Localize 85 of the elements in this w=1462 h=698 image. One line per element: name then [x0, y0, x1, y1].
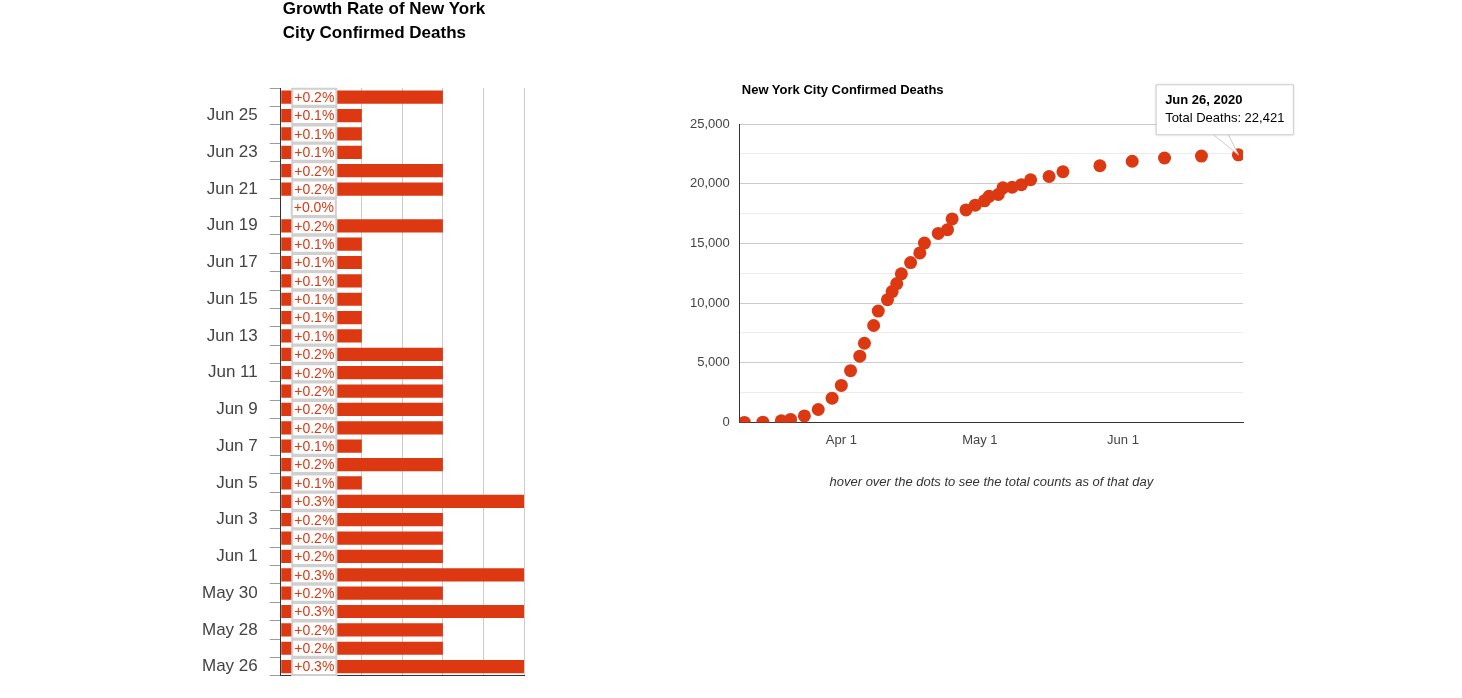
data-label: +0.2% — [294, 456, 335, 473]
data-label: +0.2% — [294, 419, 335, 436]
data-label: +0.2% — [294, 621, 335, 638]
point — [894, 267, 908, 281]
point — [871, 304, 885, 318]
point — [1056, 165, 1070, 179]
y-tick-label: Jun 5 — [216, 472, 258, 492]
y-tick-label: Jun 11 — [207, 362, 258, 382]
x-tick-label: Apr 1 — [825, 431, 857, 447]
y-tick-label: 0 — [722, 413, 730, 429]
text: hover over the dots to see the total counts as of that day — [829, 474, 1155, 490]
y-tick-label: Jun 15 — [206, 288, 258, 308]
point — [1093, 159, 1107, 173]
y-tick-label: 15,000 — [690, 234, 730, 250]
data-label: +0.2% — [294, 511, 335, 528]
y-tick-label: 20,000 — [690, 175, 730, 191]
data-label: +0.2% — [294, 346, 335, 363]
point — [797, 409, 811, 423]
data-label: +0.0% — [293, 199, 334, 216]
y-tick-label: 5,000 — [697, 354, 730, 370]
point — [844, 364, 858, 378]
data-label: +0.1% — [294, 107, 335, 124]
y-tick-label: Jun 7 — [216, 435, 258, 455]
data-label: +0.2% — [294, 585, 335, 601]
chart-title: Growth Rate of New York City Confirmed Deaths — [282, 0, 486, 42]
point — [917, 236, 931, 250]
y-tick-label: 10,000 — [690, 294, 730, 310]
data-label: +0.2% — [294, 217, 335, 234]
point — [913, 246, 927, 260]
data-label: +0.1% — [294, 235, 335, 252]
point — [867, 318, 881, 332]
x-tick-label: May 1 — [962, 431, 998, 447]
y-tick-label: May 28 — [202, 619, 258, 639]
data-label: +0.2% — [294, 548, 335, 565]
data-label: +0.3% — [294, 603, 335, 620]
data-label: +0.1% — [294, 327, 335, 344]
data-label: +0.2% — [294, 364, 335, 381]
point — [1042, 170, 1056, 184]
y-tick-label: Jun 13 — [206, 325, 258, 345]
data-label: +0.2% — [294, 401, 335, 418]
data-label: +0.2% — [294, 180, 335, 197]
y-tick-label: Jun 9 — [216, 399, 258, 419]
chart-title: New York City Confirmed Deaths — [741, 82, 944, 97]
y-tick-label: Jun 1 — [216, 546, 258, 566]
y-tick-label: Jun 21 — [206, 178, 258, 198]
point — [1125, 154, 1139, 168]
y-tick-label: May 30 — [202, 582, 258, 602]
y-tick-label: May 26 — [202, 656, 258, 676]
point — [1194, 149, 1208, 163]
point — [1158, 151, 1172, 165]
data-label: +0.2% — [294, 89, 335, 106]
y-tick-label: Jun 19 — [206, 215, 258, 235]
point — [945, 212, 959, 226]
annotation: Jun 26, 2020 Total Deaths: 22,421 — [1165, 91, 1285, 125]
y-tick-label: Jun 17 — [206, 252, 258, 272]
point — [857, 336, 871, 350]
data-label: +0.1% — [294, 291, 335, 308]
data-label: +0.2% — [294, 382, 335, 399]
data-label: +0.2% — [294, 162, 335, 179]
data-label: +0.3% — [294, 566, 335, 583]
data-label: +0.1% — [294, 254, 335, 271]
y-tick-label: Jun 3 — [216, 509, 258, 529]
point — [941, 223, 955, 237]
point — [811, 403, 825, 417]
data-label: +0.1% — [294, 125, 335, 142]
data-label: +0.1% — [294, 144, 335, 161]
y-tick-label: Jun 23 — [206, 141, 258, 161]
data-label: +0.3% — [294, 493, 335, 510]
data-label: +0.1% — [294, 309, 335, 326]
point — [834, 378, 848, 392]
point — [1024, 173, 1038, 187]
x-tick-label: Jun 1 — [1107, 431, 1139, 447]
point — [825, 391, 839, 405]
data-label: +0.1% — [294, 272, 335, 289]
y-tick-label: 25,000 — [690, 115, 730, 131]
data-label: +0.1% — [294, 474, 335, 491]
data-label: +0.2% — [294, 640, 335, 657]
point — [853, 349, 867, 363]
point — [890, 277, 904, 291]
data-label: +0.2% — [294, 529, 335, 546]
y-tick-label: Jun 25 — [206, 105, 258, 125]
point — [904, 256, 918, 270]
data-label: +0.1% — [294, 438, 335, 455]
point — [784, 412, 798, 423]
data-label: +0.3% — [294, 658, 335, 675]
